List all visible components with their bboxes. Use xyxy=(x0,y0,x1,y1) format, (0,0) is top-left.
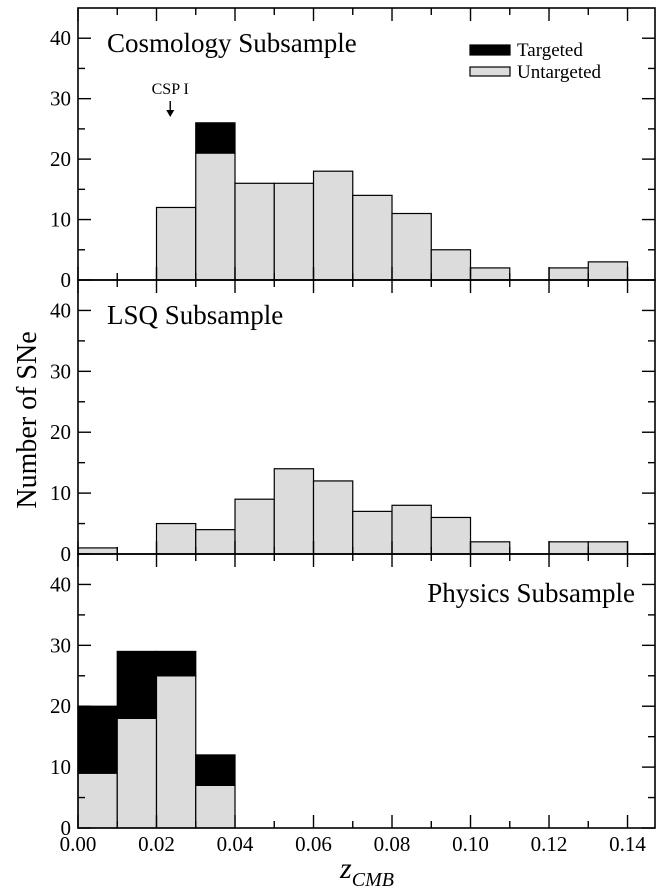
bar-untargeted xyxy=(273,468,315,555)
y-tick-label: 40 xyxy=(50,26,71,50)
bar-untargeted xyxy=(430,516,472,555)
bar-untargeted xyxy=(312,170,354,281)
y-tick-label: 10 xyxy=(50,481,71,505)
bar-targeted xyxy=(195,122,236,154)
legend-label: Targeted xyxy=(517,40,583,61)
y-tick-label: 40 xyxy=(50,572,71,596)
bar-untargeted xyxy=(469,267,511,281)
annotation-arrow-head xyxy=(166,110,175,117)
bar-untargeted xyxy=(548,267,589,281)
x-tick-label: 0.12 xyxy=(531,832,568,856)
x-axis-label-main: z xyxy=(339,852,352,885)
x-tick-label: 0.04 xyxy=(217,832,254,856)
bar-untargeted xyxy=(430,249,472,281)
bar-untargeted xyxy=(352,194,393,281)
y-tick-label: 0 xyxy=(61,268,72,292)
x-axis-label: zCMB xyxy=(339,852,394,891)
y-tick-label: 30 xyxy=(50,359,71,383)
x-tick-label: 0.08 xyxy=(374,832,411,856)
x-tick-label: 0.14 xyxy=(609,832,646,856)
bar-untargeted xyxy=(234,498,275,555)
panel-title: LSQ Subsample xyxy=(107,300,283,330)
bar-untargeted xyxy=(234,182,275,281)
legend-swatch-targeted xyxy=(469,44,511,56)
bar-targeted xyxy=(116,650,158,720)
y-tick-label: 0 xyxy=(61,542,72,566)
bar-targeted xyxy=(155,650,197,677)
bar-untargeted xyxy=(469,541,511,555)
panel-frame xyxy=(77,553,656,829)
bar-untargeted xyxy=(587,261,629,281)
bar-untargeted xyxy=(77,547,118,555)
bar-untargeted xyxy=(391,212,432,281)
y-tick-label: 0 xyxy=(61,816,72,840)
bar-untargeted xyxy=(195,784,236,829)
bar-untargeted xyxy=(548,541,589,555)
y-tick-label: 10 xyxy=(50,755,71,779)
bar-untargeted xyxy=(77,772,118,829)
x-tick-label: 0.10 xyxy=(452,832,489,856)
y-tick-label: 40 xyxy=(50,298,71,322)
bar-targeted xyxy=(77,705,118,774)
bar-untargeted xyxy=(312,480,354,555)
bar-untargeted xyxy=(155,206,197,281)
bar-untargeted xyxy=(273,182,315,281)
y-axis-label: Number of SNe xyxy=(12,331,43,508)
y-tick-label: 20 xyxy=(50,147,71,171)
bar-untargeted xyxy=(155,522,197,555)
panel-title: Cosmology Subsample xyxy=(107,28,357,58)
bar-untargeted xyxy=(195,152,236,281)
bar-targeted xyxy=(195,754,236,786)
y-tick-label: 30 xyxy=(50,633,71,657)
y-tick-label: 20 xyxy=(50,694,71,718)
panel-title: Physics Subsample xyxy=(427,578,635,608)
x-axis-label-subscript: CMB xyxy=(352,869,394,891)
x-tick-label: 0.06 xyxy=(295,832,332,856)
bar-untargeted xyxy=(352,510,393,555)
legend-label: Untargeted xyxy=(517,62,602,83)
y-tick-label: 20 xyxy=(50,420,71,444)
bar-untargeted xyxy=(116,717,158,829)
bar-untargeted xyxy=(587,541,629,555)
legend-swatch-untargeted xyxy=(469,66,511,77)
x-tick-label: 0.02 xyxy=(138,832,175,856)
bar-untargeted xyxy=(155,675,197,829)
y-tick-label: 30 xyxy=(50,87,71,111)
y-tick-label: 10 xyxy=(50,208,71,232)
bar-untargeted xyxy=(391,504,432,555)
annotation-label: CSP I xyxy=(152,81,189,98)
x-tick-label: 0.00 xyxy=(60,832,97,856)
bar-untargeted xyxy=(195,529,236,555)
